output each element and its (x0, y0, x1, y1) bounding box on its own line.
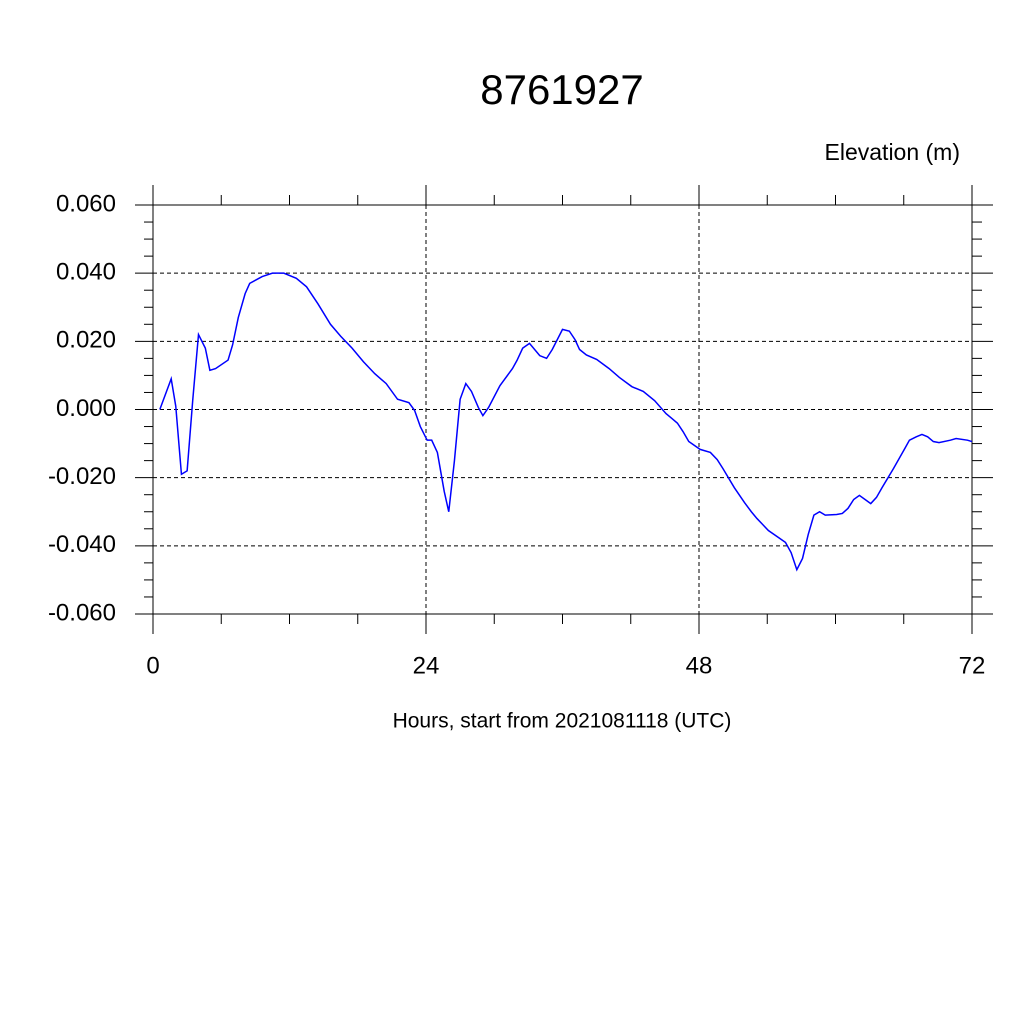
chart-title: 8761927 (480, 66, 644, 113)
y-tick-label: 0.040 (56, 259, 116, 286)
data-line (159, 272, 973, 572)
y-tick-label: 0.000 (56, 395, 116, 422)
y-tick-label: 0.060 (56, 190, 116, 217)
y-tick-label: -0.020 (48, 463, 116, 490)
x-tick-label: 48 (686, 652, 713, 679)
y-tick-label: -0.060 (48, 599, 116, 626)
x-tick-label: 24 (413, 652, 440, 679)
x-tick-label: 0 (146, 652, 159, 679)
chart-subtitle: Elevation (m) (825, 139, 960, 165)
y-tick-label: 0.020 (56, 327, 116, 354)
x-tick-label: 72 (959, 652, 986, 679)
y-tick-label: -0.040 (48, 531, 116, 558)
x-axis-label: Hours, start from 2021081118 (UTC) (393, 710, 732, 733)
plot-frame (152, 204, 973, 615)
